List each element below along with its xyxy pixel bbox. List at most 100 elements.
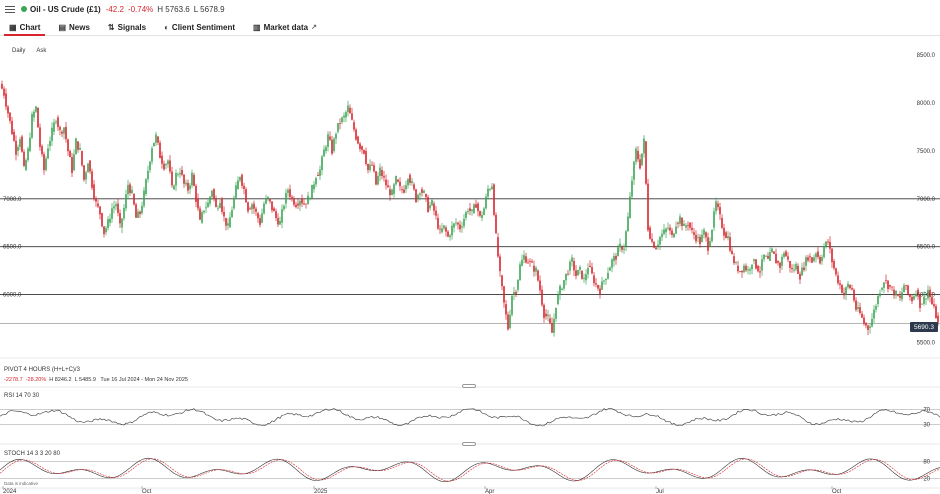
candle-body (651, 238, 653, 242)
candle-body (931, 296, 933, 305)
candle-body (663, 229, 665, 234)
tab-client-sentiment[interactable]: ◐ Client Sentiment (155, 18, 244, 36)
candle-body (417, 194, 419, 199)
candle-body (829, 241, 831, 249)
candle-body (361, 146, 363, 150)
candle-body (337, 123, 339, 132)
candle-body (229, 217, 231, 228)
candle-body (161, 155, 163, 164)
candle-body (17, 146, 19, 151)
candle-body (641, 153, 643, 166)
candle-body (847, 283, 849, 288)
candle-body (259, 218, 261, 225)
candle-body (691, 227, 693, 230)
candle-body (705, 232, 707, 238)
instrument-title[interactable]: Oil - US Crude (£1) (30, 4, 101, 14)
tab-signals[interactable]: ⇅ Signals (99, 18, 155, 36)
candle-body (483, 208, 485, 215)
candle-body (339, 123, 341, 124)
ask-toggle[interactable]: Ask (36, 48, 47, 54)
candle-body (741, 270, 743, 273)
daily-toggle[interactable]: Daily (12, 48, 26, 54)
tab-news[interactable]: ▤ News (49, 18, 98, 36)
candle-body (165, 164, 167, 166)
candle-body (491, 186, 493, 190)
candle-body (555, 307, 557, 319)
candle-body (525, 256, 527, 263)
candle-body (359, 143, 361, 149)
rsi-indicator-label[interactable]: RSI 14 70 30 (4, 393, 40, 399)
candle-body (545, 313, 547, 317)
candle-body (903, 285, 905, 293)
candle-body (583, 277, 585, 279)
candle-body (249, 208, 251, 210)
candle-body (805, 257, 807, 266)
candle-body (89, 160, 91, 172)
candle-body (707, 237, 709, 251)
candle-body (849, 284, 851, 289)
candle-body (225, 217, 227, 226)
candle-body (81, 150, 83, 166)
menu-icon[interactable] (5, 5, 15, 13)
tab-market-data[interactable]: ▥ Market data ↗ (244, 18, 326, 36)
pane-resize-handle[interactable] (462, 442, 476, 446)
candle-body (507, 314, 509, 330)
candle-body (763, 254, 765, 260)
candle-body (933, 304, 935, 307)
candle-body (825, 241, 827, 247)
candle-body (131, 189, 133, 194)
candle-body (755, 259, 757, 269)
candle-body (367, 163, 369, 170)
candle-body (53, 122, 55, 132)
candle-body (3, 88, 5, 96)
stoch-indicator-label[interactable]: STOCH 14 3 3 20 80 (4, 451, 60, 457)
price-change: -42.2 (105, 4, 124, 14)
candle-body (889, 284, 891, 287)
candle-body (639, 159, 641, 169)
candle-body (521, 259, 523, 266)
candle-body (43, 154, 45, 171)
candle-body (385, 179, 387, 186)
candle-body (167, 160, 169, 165)
candle-body (459, 224, 461, 230)
candle-body (779, 262, 781, 268)
candle-body (559, 285, 561, 295)
candle-body (533, 265, 535, 272)
pane-resize-handle[interactable] (462, 384, 476, 388)
candle-body (503, 286, 505, 303)
candle-body (149, 161, 151, 171)
y-tick-label: 6500.0 (917, 245, 936, 251)
candle-body (701, 234, 703, 242)
tab-market-data-label: Market data (263, 22, 309, 32)
candle-body (465, 212, 467, 218)
candle-body (185, 182, 187, 185)
sentiment-icon: ◐ (164, 22, 169, 32)
candle-body (885, 280, 887, 281)
candle-body (351, 113, 353, 120)
candle-body (787, 256, 789, 260)
candle-body (119, 213, 121, 224)
candle-body (303, 203, 305, 205)
candle-body (379, 167, 381, 177)
candle-body (123, 207, 125, 219)
candle-body (127, 184, 129, 195)
candle-body (425, 194, 427, 198)
candle-body (609, 267, 611, 271)
candle-body (7, 106, 9, 114)
candle-body (461, 226, 463, 228)
candle-body (177, 174, 179, 176)
candle-body (561, 288, 563, 290)
candle-body (737, 265, 739, 272)
candle-body (581, 270, 583, 279)
candle-body (703, 229, 705, 235)
tab-chart[interactable]: ▦ Chart (0, 18, 49, 36)
candle-body (145, 179, 147, 194)
candle-body (937, 315, 939, 323)
candle-body (195, 185, 197, 202)
candle-body (415, 189, 417, 203)
candle-body (217, 207, 219, 209)
candle-body (689, 222, 691, 228)
candle-body (11, 120, 13, 135)
market-data-icon: ▥ (253, 22, 261, 32)
